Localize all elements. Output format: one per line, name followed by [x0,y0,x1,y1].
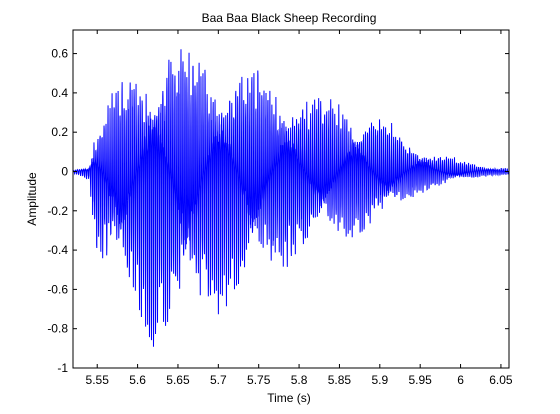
x-axis: 5.55 5.6 5.65 5.7 5.75 5.8 5.85 5.9 5.95 6 6.05 [86,30,513,387]
y-tick-label: -0.6 [47,282,68,296]
x-tick-label: 6.05 [489,373,513,387]
x-tick-label: 5.85 [328,373,352,387]
x-tick-label: 5.75 [247,373,271,387]
axes-box [72,29,510,369]
y-tick-label: 0.6 [51,47,68,61]
y-axis: -1 -0.8 -0.6 -0.4 -0.2 0 0.2 0.4 0.6 [47,47,509,375]
waveform-group [73,49,509,347]
x-tick-label: 5.65 [166,373,190,387]
x-tick-label: 6 [457,373,464,387]
chart-title: Baa Baa Black Sheep Recording [202,11,377,25]
waveform-line [73,49,509,347]
x-tick-label: 5.95 [409,373,433,387]
y-axis-label: Amplitude [25,172,39,226]
x-tick-label: 5.8 [291,373,308,387]
x-tick-label: 5.9 [371,373,388,387]
x-axis-label: Time (s) [267,391,311,405]
y-tick-label: -0.4 [47,243,68,257]
y-tick-label: 0 [61,164,68,178]
y-tick-label: 0.4 [51,86,68,100]
y-tick-label: -1 [57,361,68,375]
x-tick-label: 5.6 [129,373,146,387]
y-tick-label: -0.8 [47,322,68,336]
y-tick-label: -0.2 [47,204,68,218]
plot-area [72,29,510,369]
x-tick-label: 5.7 [210,373,227,387]
x-tick-label: 5.55 [86,373,110,387]
y-tick-label: 0.2 [51,125,68,139]
